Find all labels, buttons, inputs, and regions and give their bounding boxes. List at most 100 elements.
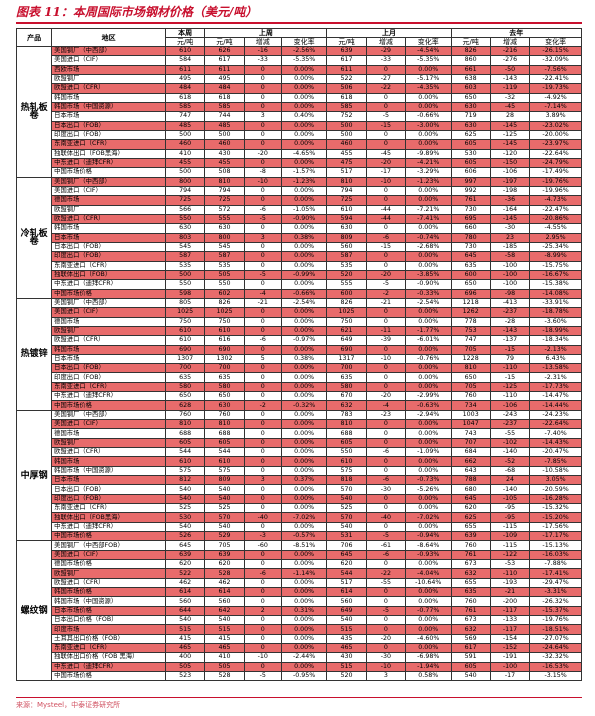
last-year-delta-cell: -15	[489, 372, 531, 383]
last-month-change-cell: 0.00%	[405, 101, 452, 113]
table-row: 热轧板卷 美国钢厂（中西部） 610 626 -16 -2.56% 639 -29 -4.54%…	[15, 45, 582, 178]
last-year-delta-cell: -110	[489, 363, 531, 374]
region-cell: 独联体出口价格（FOB 黑海）	[51, 652, 166, 663]
table-row: 欧盟进口（CFR） 544 544 0 0.00% 550 -6 -1.09% 684 -140-…	[17, 447, 582, 458]
last-month-delta-cell: -6	[365, 232, 407, 243]
last-week-delta-cell: -21	[243, 297, 282, 309]
table-row: 欧盟进口（CFR） 610 616 -6 -0.97% 649 -39 -6.01% 747 -1…	[17, 335, 582, 346]
table-row: 独联体出口（FOB黑海） 530 570 -40 -7.02% 570 -40 -7.02% 6…	[17, 512, 582, 523]
last-year-change-cell: -4.92%	[529, 92, 582, 103]
product-cell: 冷轧板卷	[15, 176, 53, 299]
last-week-price-cell: 618	[204, 92, 245, 103]
last-month-price-cell: 818	[326, 475, 367, 486]
last-week-price-cell: 535	[204, 260, 245, 271]
last-week-delta-cell: -2	[243, 400, 282, 411]
table-row: 韩国市场（中国资源） 585 585 0 0.00% 585 0 0.00% 630 -45 -7.…	[17, 101, 582, 113]
region-cell: 印度出口（FOB）	[51, 129, 166, 141]
this-week-price-cell: 628	[164, 400, 206, 411]
last-year-price-cell: 661	[450, 64, 491, 76]
last-year-change-cell: -25.34%	[529, 241, 582, 253]
last-week-price-cell: 605	[204, 437, 245, 449]
last-month-price-cell: 810	[326, 176, 367, 187]
last-year-change-cell: -33.91%	[529, 297, 582, 309]
region-cell: 美国钢厂（中西部）	[51, 176, 166, 187]
header-unit-this-week: 元/吨	[164, 37, 206, 47]
last-week-change-cell: 0.00%	[280, 447, 328, 458]
region-cell: 欧盟进口（CFR）	[51, 213, 166, 225]
table-row: 印度出口（FOB） 500 500 0 0.00% 500 0 0.00% 625 -125 -20…	[17, 129, 582, 141]
last-week-change-cell: 0.00%	[280, 92, 328, 103]
last-year-price-cell: 696	[450, 288, 491, 299]
table-row: 中东进口（迪拜CFR） 505 505 0 0.00% 515 -10 -1.94% 605 -1…	[17, 661, 582, 673]
last-month-change-cell: -0.73%	[405, 475, 452, 486]
region-cell: 德国市场	[51, 316, 166, 327]
last-week-price-cell: 610	[204, 456, 245, 467]
last-year-change-cell: -2.31%	[529, 372, 582, 383]
last-month-price-cell: 515	[326, 661, 367, 673]
last-month-change-cell: 0.00%	[405, 587, 452, 598]
region-cell: 独联体出口（FOB黑海）	[51, 512, 166, 523]
last-week-delta-cell: 0	[243, 484, 282, 495]
last-year-change-cell: -18.78%	[529, 307, 582, 318]
last-month-price-cell: 809	[326, 232, 367, 243]
last-month-delta-cell: 0	[365, 642, 407, 654]
region-cell: 欧盟进口（CFR）	[51, 447, 166, 458]
region-cell: 日本出口（FOB）	[51, 484, 166, 495]
this-week-price-cell: 540	[164, 484, 206, 495]
last-week-change-cell: -0.97%	[280, 335, 328, 346]
last-year-delta-cell: -193	[489, 577, 531, 589]
last-year-price-cell: 617	[450, 642, 491, 654]
last-year-delta-cell: -143	[489, 325, 531, 337]
this-week-price-cell: 550	[164, 213, 206, 225]
table-row: 螺纹钢 美国钢厂（中西部FOB） 645 705 -60 -8.51% 706 -61 -8.6…	[15, 540, 582, 682]
last-year-change-cell: -7.88%	[529, 559, 582, 570]
last-month-price-cell: 810	[326, 419, 367, 430]
last-week-change-cell: 0.00%	[280, 325, 328, 337]
last-month-delta-cell: -29	[365, 45, 407, 57]
last-month-delta-cell: 0	[365, 624, 407, 635]
last-year-price-cell: 992	[450, 185, 491, 197]
header-region: 地区	[51, 28, 166, 47]
last-year-price-cell: 997	[450, 176, 491, 187]
last-week-change-cell: -2.44%	[280, 652, 328, 663]
title-rule	[16, 22, 582, 24]
table-row: 东南亚进口（CFR） 580 580 0 0.00% 580 0 0.00% 705 -125 -1…	[17, 381, 582, 393]
last-year-price-cell: 680	[450, 484, 491, 495]
region-cell: 印度出口（FOB）	[51, 493, 166, 505]
header-delta-last-year: 增减	[489, 37, 531, 47]
last-week-change-cell: 0.38%	[280, 353, 328, 365]
last-month-delta-cell: -21	[365, 297, 407, 309]
this-week-price-cell: 465	[164, 642, 206, 654]
region-cell: 韩国市场	[51, 456, 166, 467]
last-year-change-cell: -16.53%	[529, 661, 582, 673]
last-week-delta-cell: 0	[243, 185, 282, 197]
last-month-price-cell: 826	[326, 297, 367, 309]
last-week-price-cell: 614	[204, 587, 245, 598]
last-week-price-cell: 545	[204, 241, 245, 253]
last-year-price-cell: 761	[450, 549, 491, 561]
last-week-change-cell: 0.00%	[280, 279, 328, 290]
last-year-delta-cell: -237	[489, 307, 531, 318]
region-cell: 东南亚进口（CFR）	[51, 139, 166, 150]
last-year-change-cell: -19.76%	[529, 176, 582, 187]
last-month-price-cell: 1025	[326, 307, 367, 318]
last-month-change-cell: -4.60%	[405, 633, 452, 645]
table-row: 欧盟钢厂 610 610 0 0.00% 621 -11 -1.77% 753 -143 -18.9…	[17, 325, 582, 337]
last-month-change-cell: -0.33%	[405, 288, 452, 299]
last-week-delta-cell: -5	[243, 269, 282, 281]
last-week-price-cell: 809	[204, 475, 245, 486]
last-week-change-cell: 0.00%	[280, 456, 328, 467]
last-week-change-cell: 0.00%	[280, 633, 328, 645]
last-month-delta-cell: -44	[365, 204, 407, 215]
last-week-change-cell: 0.00%	[280, 307, 328, 318]
last-week-delta-cell: 0	[243, 101, 282, 113]
last-month-price-cell: 515	[326, 624, 367, 635]
last-year-delta-cell: -122	[489, 549, 531, 561]
region-cell: 韩国市场	[51, 344, 166, 355]
last-year-delta-cell: -140	[489, 484, 531, 495]
header-change-last-month: 变化率	[405, 37, 452, 47]
last-year-change-cell: -15.75%	[529, 260, 582, 271]
this-week-price-cell: 639	[164, 549, 206, 561]
last-month-change-cell: -1.09%	[405, 447, 452, 458]
last-year-price-cell: 734	[450, 400, 491, 411]
